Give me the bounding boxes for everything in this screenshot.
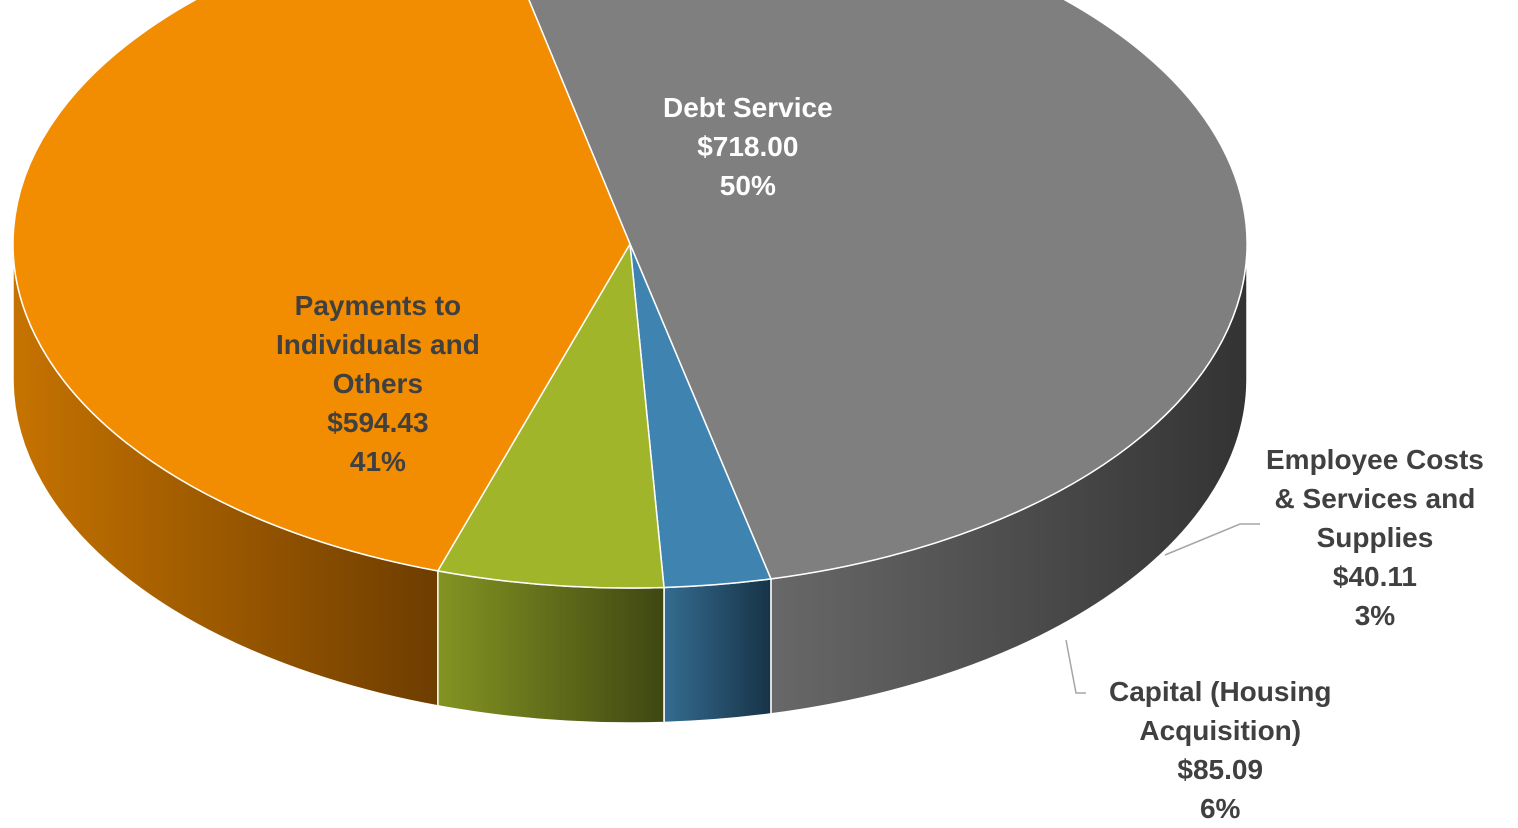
data-label-category: Supplies [1316,522,1434,553]
data-label-category: Capital (Housing [1109,676,1332,707]
data-label-value: $85.09 [1177,754,1264,785]
data-label-percent: 3% [1354,600,1396,631]
data-label-category: Individuals and [276,329,480,360]
leader-line-capital-housing-acquisition [1065,639,1086,694]
leader-line-employee-costs-services-and-supplies [1164,523,1260,556]
data-label-value: $718.00 [697,131,799,162]
pie-side-employee-costs-services-and-supplies [663,578,772,724]
data-label-employee-costs-services-and-supplies: Employee Costs & Services and Supplies $40.… [1266,440,1484,635]
data-label-category: Payments to [294,290,462,321]
data-label-value: $594.43 [327,407,429,438]
data-label-category: & Services and [1274,483,1476,514]
pie-top-faces [12,0,1248,589]
pie-side-capital-housing-acquisition [437,569,665,724]
data-label-percent: 41% [349,446,406,477]
data-label-category: Employee Costs [1266,444,1484,475]
data-label-value: $40.11 [1332,561,1417,592]
data-label-category: Debt Service [663,92,833,123]
data-label-category: Others [332,368,424,399]
leader-lines [1065,523,1260,694]
pie-slice-debt-service [528,0,1248,580]
data-label-category: Acquisition) [1139,715,1302,746]
data-label-percent: 6% [1199,793,1241,824]
pie-slice-payments-to-individuals-and-others [12,0,631,572]
data-label-capital-housing-acquisition: Capital (Housing Acquisition) $85.09 6% [1109,672,1331,828]
pie-side-walls [12,243,1248,724]
data-label-percent: 50% [719,170,776,201]
data-label-debt-service: Debt Service $718.00 50% [663,88,833,205]
pie-slice-capital-housing-acquisition [437,243,665,589]
data-label-payments-to-individuals-and-others: Payments to Individuals and Others $594.43 4… [276,286,480,481]
